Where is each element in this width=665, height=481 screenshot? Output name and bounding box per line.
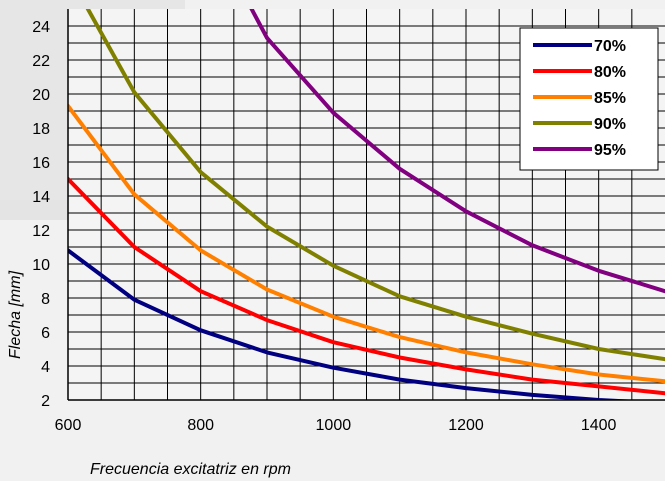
y-tick-label: 24 xyxy=(32,19,50,36)
series-line-70-percent xyxy=(68,248,638,400)
y-tick-label: 14 xyxy=(32,189,50,206)
x-tick-label: 1200 xyxy=(448,417,484,434)
legend: 70% 80% 85% 90% 95% xyxy=(519,27,659,171)
series-lines xyxy=(68,9,665,400)
x-tick-label: 1000 xyxy=(316,417,352,434)
x-tick-label: 800 xyxy=(187,417,214,434)
x-tick-label: 600 xyxy=(55,417,82,434)
x-axis-label: Frecuencia excitatriz en rpm xyxy=(90,461,291,478)
legend-label: 70% xyxy=(594,38,626,55)
series-line-85-percent xyxy=(68,103,665,384)
y-tick-label: 8 xyxy=(41,291,50,308)
y-tick-label: 12 xyxy=(32,223,50,240)
y-tick-label: 6 xyxy=(41,325,50,342)
y-tick-label: 22 xyxy=(32,53,50,70)
y-tick-label: 18 xyxy=(32,121,50,138)
x-axis-ticks: 600 800 1000 1200 1400 xyxy=(55,417,617,434)
y-tick-label: 16 xyxy=(32,155,50,172)
y-tick-label: 10 xyxy=(32,257,50,274)
series-line-95-percent xyxy=(249,9,665,294)
y-tick-label: 2 xyxy=(41,393,50,410)
series-line-90-percent xyxy=(85,9,665,362)
y-axis-label: Flecha [mm] xyxy=(7,270,24,359)
y-tick-label: 4 xyxy=(41,359,50,376)
y-tick-label: 20 xyxy=(32,87,50,104)
legend-label: 95% xyxy=(594,142,626,159)
legend-label: 90% xyxy=(594,116,626,133)
series-line-80-percent xyxy=(68,177,665,396)
legend-label: 80% xyxy=(594,64,626,81)
legend-label: 85% xyxy=(594,90,626,107)
x-tick-label: 1400 xyxy=(581,417,617,434)
